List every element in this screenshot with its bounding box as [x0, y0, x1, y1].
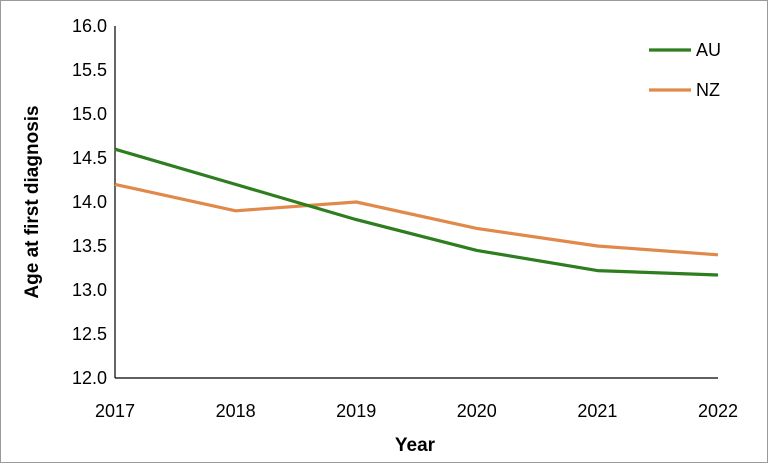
series-lines — [114, 147, 719, 277]
y-tick-label: 15.5 — [72, 60, 107, 80]
x-tick-label: 2021 — [577, 401, 617, 421]
y-tick-label: 13.5 — [72, 236, 107, 256]
x-tick-label: 2020 — [457, 401, 497, 421]
series-line-nz — [114, 182, 719, 257]
y-tick-label: 14.5 — [72, 148, 107, 168]
y-axis-title: Age at first diagnosis — [22, 105, 43, 298]
x-tick-label: 2019 — [336, 401, 376, 421]
x-tick-label: 2017 — [95, 401, 135, 421]
y-tick-label: 12.0 — [72, 368, 107, 388]
y-axis-ticks: 12.0 12.5 13.0 13.5 14.0 14.5 15.0 15.5 16.0 — [72, 16, 107, 388]
series-line-au — [114, 147, 719, 277]
y-tick-label: 15.0 — [72, 104, 107, 124]
legend: AU NZ — [649, 40, 721, 100]
legend-label-nz: NZ — [696, 80, 720, 100]
y-tick-label: 12.5 — [72, 324, 107, 344]
x-axis-title: Year — [395, 435, 436, 456]
y-tick-label: 14.0 — [72, 192, 107, 212]
x-tick-label: 2018 — [216, 401, 256, 421]
legend-label-au: AU — [696, 40, 721, 60]
y-tick-label: 16.0 — [72, 16, 107, 36]
x-axis-ticks: 2017 2018 2019 2020 2021 2022 — [95, 401, 738, 421]
y-tick-label: 13.0 — [72, 280, 107, 300]
x-tick-label: 2022 — [698, 401, 738, 421]
